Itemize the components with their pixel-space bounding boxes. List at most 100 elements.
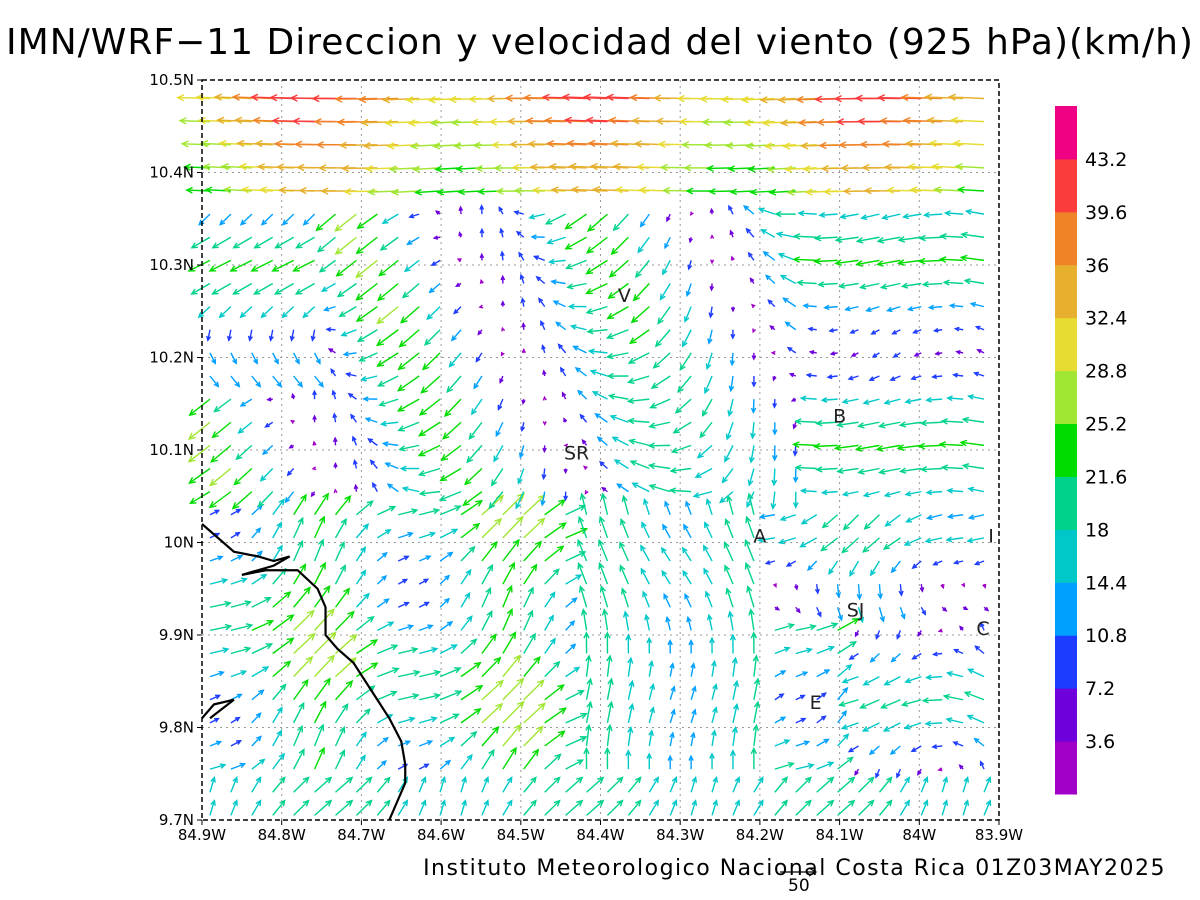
coastline-peninsula (201, 698, 235, 720)
wind-arrow (230, 716, 241, 724)
wind-arrow (948, 303, 964, 309)
wind-arrow (585, 236, 608, 254)
wind-arrow (627, 799, 642, 816)
wind-arrow (239, 398, 253, 407)
wind-arrow (439, 644, 458, 655)
wind-arrow (557, 343, 567, 354)
wind-arrow (775, 231, 796, 238)
wind-arrow (679, 352, 692, 371)
wind-arrow (961, 462, 985, 470)
wind-arrow (293, 586, 311, 608)
wind-arrow (661, 546, 671, 562)
wind-arrow (376, 306, 399, 325)
wind-arrow (807, 560, 818, 572)
wind-arrow (947, 93, 985, 101)
wind-arrow (740, 95, 775, 104)
wind-arrow (209, 600, 232, 608)
wind-arrow (686, 615, 692, 631)
wind-arrow (550, 186, 587, 194)
wind-arrow (460, 638, 478, 655)
wind-arrow (313, 515, 326, 539)
wind-arrow (751, 352, 757, 361)
wind-arrow (523, 656, 541, 678)
wind-arrow (334, 213, 357, 232)
wind-arrow (209, 694, 222, 701)
wind-arrow (218, 139, 252, 148)
wind-arrow (859, 699, 880, 709)
wind-arrow (778, 537, 796, 545)
wind-arrow (886, 305, 901, 313)
colorbar-label: 43.2 (1085, 149, 1127, 171)
wind-arrow (727, 610, 734, 631)
wind-arrow (313, 352, 321, 365)
wind-arrow (369, 459, 378, 469)
wind-arrow (837, 733, 850, 747)
wind-arrow (289, 329, 295, 342)
wind-arrow (384, 462, 399, 470)
wind-arrow (355, 592, 370, 608)
wind-arrow (587, 213, 608, 232)
wind-arrow (295, 236, 315, 249)
wind-arrow (774, 761, 795, 770)
wind-arrow (390, 188, 420, 196)
wind-arrow (669, 708, 676, 724)
wind-arrow (251, 527, 262, 539)
wind-arrow (293, 748, 305, 770)
wind-arrow (611, 436, 629, 446)
wind-arrow (399, 465, 420, 472)
wind-arrow (565, 551, 587, 562)
wind-arrow (706, 613, 713, 631)
wind-arrow (502, 654, 522, 678)
wind-arrow (428, 282, 441, 294)
wind-arrow (844, 305, 859, 312)
wind-arrow (952, 139, 985, 148)
place-label: V (618, 285, 631, 307)
wind-arrow (523, 586, 534, 608)
wind-arrow (963, 691, 985, 701)
wind-arrow (333, 488, 338, 494)
wind-arrow (625, 633, 632, 654)
wind-arrow (293, 352, 300, 365)
wind-arrow (401, 486, 420, 493)
wind-arrow (187, 259, 211, 272)
wind-arrow (397, 421, 420, 432)
wind-arrow (376, 759, 387, 770)
y-tick-label: 9.7N (159, 811, 194, 829)
wind-arrow (429, 119, 462, 127)
wind-arrow (250, 259, 274, 272)
wind-arrow (820, 537, 839, 552)
wind-arrow (565, 712, 588, 724)
wind-arrow (481, 540, 498, 562)
wind-arrow (920, 799, 929, 816)
wind-arrow (925, 396, 943, 403)
wind-arrow (976, 349, 985, 354)
wind-arrow (937, 628, 943, 633)
place-label: B (833, 405, 846, 427)
wind-arrow (837, 799, 856, 816)
wind-arrow (488, 491, 504, 510)
wind-arrow (460, 615, 473, 631)
wind-arrow (596, 436, 608, 446)
wind-arrow (927, 304, 943, 311)
wind-arrow (230, 693, 243, 701)
wind-arrow (861, 722, 880, 732)
wind-arrow (230, 600, 252, 608)
wind-arrow (460, 591, 471, 608)
wind-arrow (355, 236, 378, 255)
wind-arrow (711, 729, 717, 747)
wind-arrow (685, 283, 692, 298)
wind-arrow (862, 398, 880, 405)
wind-arrow (565, 666, 581, 678)
wind-arrow (648, 421, 671, 429)
wind-arrow (690, 799, 698, 816)
wind-arrow (725, 587, 734, 608)
wind-arrow (621, 494, 630, 515)
wind-arrow (774, 716, 787, 724)
wind-arrow (209, 509, 221, 516)
wind-arrow (310, 491, 316, 498)
wind-arrow (627, 679, 635, 700)
wind-arrow (396, 375, 420, 392)
wind-arrow (544, 568, 560, 585)
wind-arrow (577, 561, 588, 585)
wind-arrow (272, 729, 283, 747)
